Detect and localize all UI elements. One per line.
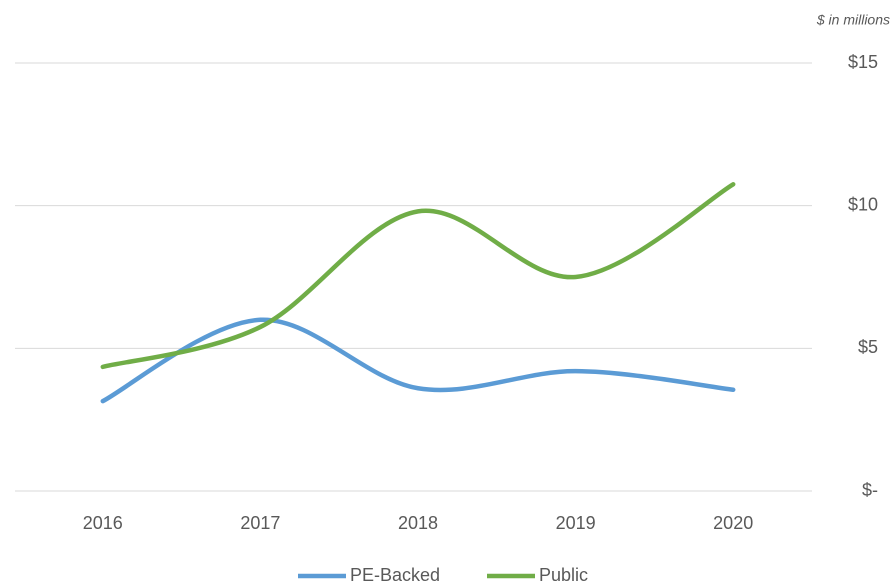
x-tick-label: 2018: [398, 513, 438, 533]
x-tick-label: 2016: [83, 513, 123, 533]
series-line: [100, 182, 736, 370]
y-tick-label: $5: [858, 337, 878, 357]
x-tick-label: 2020: [713, 513, 753, 533]
y-tick-label: $10: [848, 194, 878, 214]
y-tick-label: $15: [848, 52, 878, 72]
legend-label: Public: [539, 565, 588, 585]
y-tick-label: $-: [862, 480, 878, 500]
x-tick-label: 2019: [556, 513, 596, 533]
legend-label: PE-Backed: [350, 565, 440, 585]
chart-subtitle: $ in millions: [816, 12, 890, 28]
x-tick-label: 2017: [240, 513, 280, 533]
series-line: [100, 317, 736, 404]
